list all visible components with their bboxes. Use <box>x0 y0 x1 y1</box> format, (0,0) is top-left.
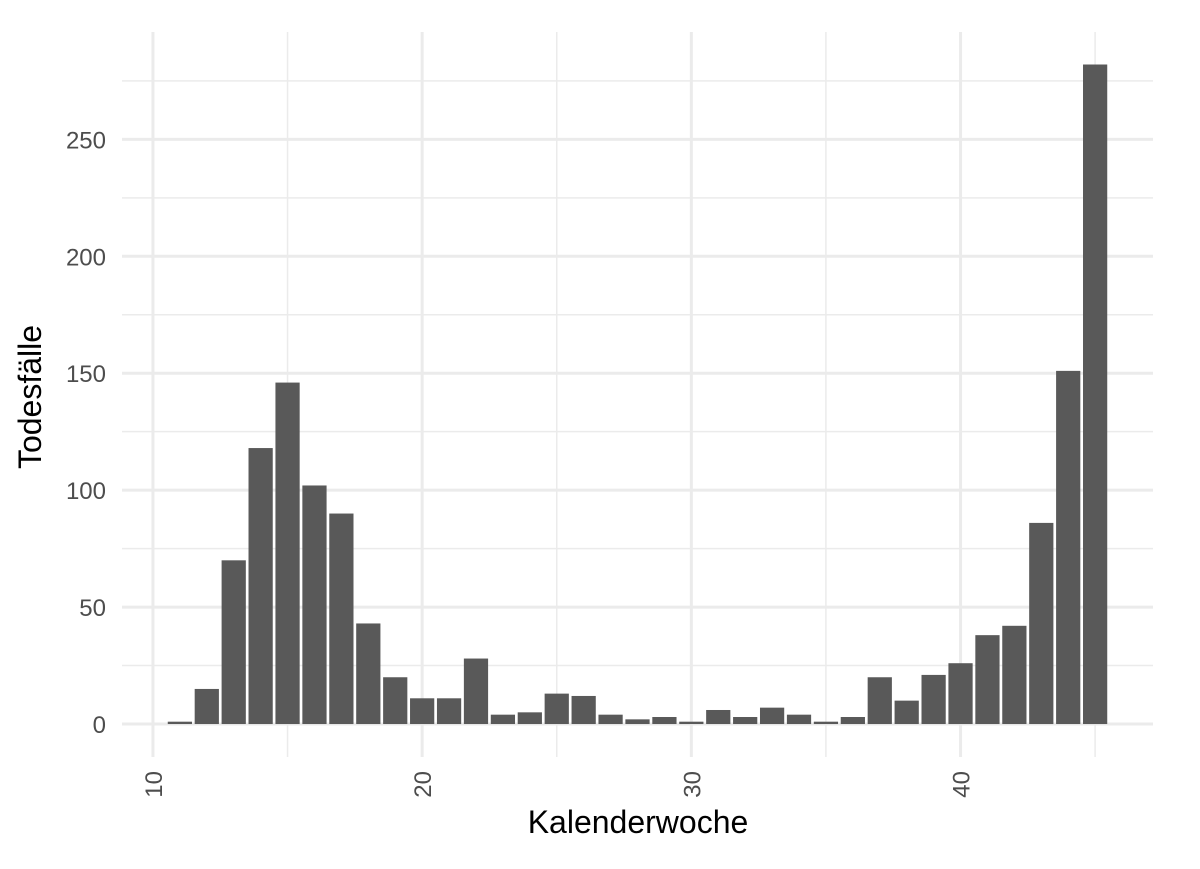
y-axis-tick-labels: 0 50 100 150 200 250 <box>66 127 106 739</box>
bar <box>544 693 569 725</box>
bar <box>975 635 1000 725</box>
bar <box>356 623 381 725</box>
bar <box>167 721 192 725</box>
bar <box>410 698 435 725</box>
y-axis-title: Todesfälle <box>12 325 48 469</box>
x-axis-title: Kalenderwoche <box>528 804 749 840</box>
x-tick-label: 20 <box>410 771 437 798</box>
bar <box>598 714 623 725</box>
bar <box>652 717 677 725</box>
bar <box>302 485 327 725</box>
y-tick-label: 50 <box>79 595 106 622</box>
bars <box>167 64 1108 725</box>
y-tick-label: 100 <box>66 478 106 505</box>
bar <box>463 658 489 725</box>
x-tick-label: 40 <box>949 771 976 798</box>
bar <box>625 719 650 725</box>
bar <box>383 677 408 725</box>
bar <box>194 688 219 725</box>
bar <box>248 448 273 725</box>
bar <box>1056 370 1081 725</box>
y-tick-label: 200 <box>66 244 106 271</box>
bar <box>679 721 704 725</box>
bar <box>921 674 946 725</box>
bar <box>867 677 892 725</box>
x-axis-tick-labels: 10 20 30 40 <box>141 771 976 798</box>
bar <box>1002 625 1027 725</box>
bar <box>948 663 973 725</box>
bar <box>571 695 596 725</box>
bar <box>275 382 300 725</box>
y-tick-label: 250 <box>66 127 106 154</box>
bar <box>840 717 865 725</box>
bar <box>329 513 354 725</box>
bar <box>706 709 731 725</box>
bar <box>786 714 812 725</box>
bar <box>759 707 785 725</box>
bar <box>436 698 462 725</box>
x-tick-label: 10 <box>141 771 168 798</box>
y-tick-label: 150 <box>66 361 106 388</box>
bar <box>813 721 839 725</box>
x-tick-label: 30 <box>679 771 706 798</box>
y-tick-label: 0 <box>93 712 106 739</box>
bar <box>517 712 542 725</box>
bar <box>221 560 246 725</box>
bar <box>733 717 758 725</box>
bar <box>490 714 516 725</box>
bar <box>1083 64 1108 725</box>
bar <box>894 700 919 725</box>
bar <box>1029 522 1054 725</box>
